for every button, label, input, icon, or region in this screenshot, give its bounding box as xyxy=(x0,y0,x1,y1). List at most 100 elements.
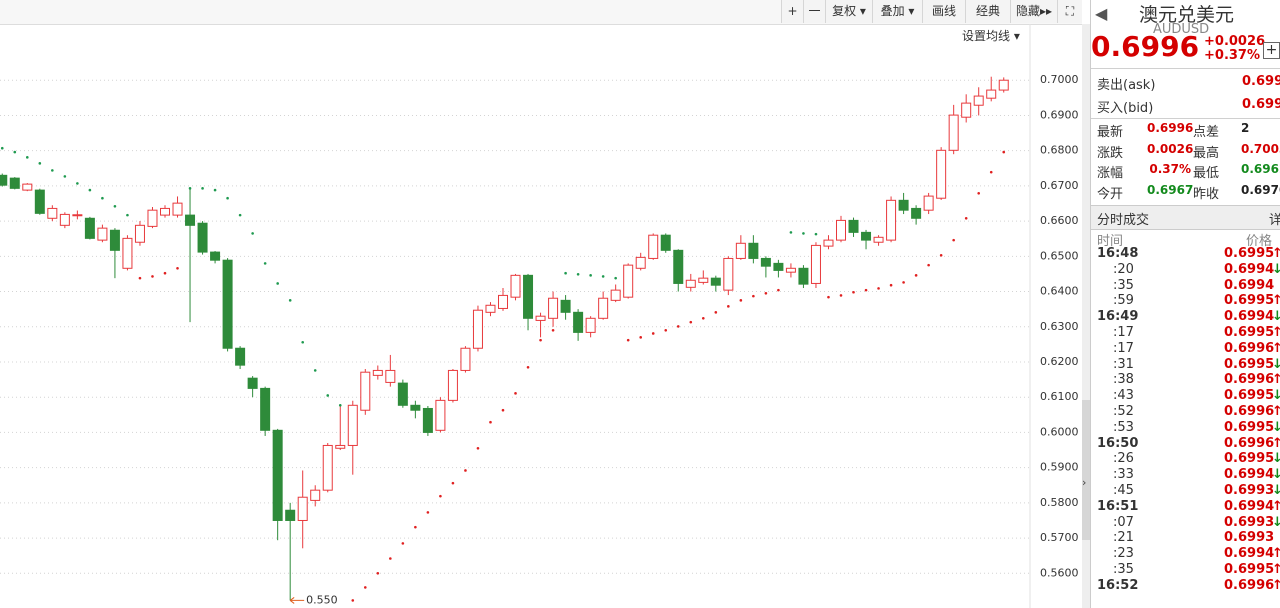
trade-time: :20 xyxy=(1113,261,1134,277)
y-tick-label: 0.7000 xyxy=(1040,73,1079,86)
trade-price: 0.6993 xyxy=(1224,530,1275,546)
instrument-symbol: AUDUSD xyxy=(1153,22,1210,37)
trade-direction: ↓ xyxy=(1272,483,1280,498)
candle-body xyxy=(197,222,208,253)
ask-label: 卖出(ask) xyxy=(1097,78,1156,93)
stat-label: 昨收 xyxy=(1193,186,1220,202)
sar-dot xyxy=(38,162,42,165)
sar-dot xyxy=(501,408,505,412)
sar-dot xyxy=(88,188,92,192)
zoom-out-button[interactable]: 一 xyxy=(803,0,825,23)
candle-body xyxy=(573,311,584,333)
y-tick-label: 0.6500 xyxy=(1040,249,1079,262)
stat-label: 点差 xyxy=(1193,125,1220,140)
trade-direction: ↓ xyxy=(1272,388,1280,403)
trade-time: 16:51 xyxy=(1097,498,1139,514)
sar-dot xyxy=(626,338,630,342)
trade-direction: ↑ xyxy=(1272,562,1280,577)
candle-body xyxy=(986,89,997,99)
trade-direction: ↑ xyxy=(1272,293,1280,308)
candle-body xyxy=(998,79,1009,91)
y-tick-label: 0.6200 xyxy=(1040,355,1079,368)
trade-time: 16:49 xyxy=(1097,309,1139,325)
y-tick-label: 0.6100 xyxy=(1040,390,1079,403)
candle-body xyxy=(47,207,58,219)
candle-body xyxy=(310,489,321,501)
candle-body xyxy=(623,264,634,298)
time-header: 时间 xyxy=(1097,234,1124,249)
sar-dot xyxy=(939,253,943,257)
candle-body xyxy=(322,444,333,491)
scroll-thumb[interactable] xyxy=(1082,400,1090,540)
collapse-arrow[interactable]: › xyxy=(1082,476,1087,489)
draw-button[interactable]: 画线 xyxy=(922,0,965,23)
sar-dot xyxy=(489,420,492,424)
trade-direction: ↑ xyxy=(1272,325,1280,340)
sar-dot xyxy=(614,276,617,280)
trade-direction: ↑ xyxy=(1272,436,1280,451)
trade-time: :45 xyxy=(1113,483,1134,498)
hide-button[interactable]: 隐藏▸▸ xyxy=(1010,0,1057,23)
trade-price: 0.6994 xyxy=(1224,498,1275,514)
candle-body xyxy=(97,227,108,241)
sar-dot xyxy=(426,511,430,514)
trade-price: 0.6995 xyxy=(1224,388,1275,404)
trades-title: 分时成交 xyxy=(1097,213,1150,228)
trades-more[interactable]: 详 xyxy=(1269,209,1280,228)
sar-dot xyxy=(877,287,880,290)
trade-direction: ↑ xyxy=(1272,372,1280,387)
stat-value: 2 xyxy=(1241,121,1250,135)
add-button[interactable]: + xyxy=(1263,42,1280,59)
button-text: 隐藏 xyxy=(1015,4,1040,18)
sar-dot xyxy=(977,191,981,195)
trade-time: :31 xyxy=(1113,356,1134,372)
candle-body xyxy=(134,224,145,243)
trade-time: 16:50 xyxy=(1097,435,1139,451)
trade-time: :07 xyxy=(1113,514,1134,530)
trade-price: 0.6996 xyxy=(1224,404,1275,419)
candle-body xyxy=(447,369,458,401)
classic-button[interactable]: 经典 xyxy=(965,0,1010,23)
sar-dot xyxy=(476,446,480,450)
sar-dot xyxy=(226,196,229,200)
candle-body xyxy=(109,229,120,251)
candle-body xyxy=(760,257,771,267)
toolbar: + 一 复权 ▾ 叠加 ▾ 画线 经典 隐藏▸▸ ⛶ xyxy=(0,0,1082,25)
fullscreen-button[interactable]: ⛶ xyxy=(1057,0,1082,23)
sar-dot xyxy=(213,188,217,192)
trade-direction: ↓ xyxy=(1272,262,1280,277)
sar-dot xyxy=(639,336,643,339)
candle-body xyxy=(673,249,684,284)
y-tick-label: 0.5900 xyxy=(1040,461,1079,474)
candle-body xyxy=(510,274,521,298)
trade-direction: ↓ xyxy=(1272,451,1280,466)
candle-body xyxy=(773,262,784,271)
trade-price: 0.6994 xyxy=(1224,261,1275,277)
trade-time: :26 xyxy=(1113,451,1134,467)
adjust-button[interactable]: 复权 ▾ xyxy=(825,0,872,23)
sar-dot xyxy=(589,274,592,277)
trade-time: 16:52 xyxy=(1097,577,1139,593)
sar-dot xyxy=(276,282,279,285)
back-button[interactable]: ◀ xyxy=(1095,4,1108,23)
candle-body xyxy=(810,244,821,284)
candle-body xyxy=(360,371,371,411)
ma-setting[interactable]: 设置均线 ▾ xyxy=(962,29,1020,43)
sar-dot xyxy=(63,175,67,178)
y-tick-label: 0.6700 xyxy=(1040,179,1079,192)
candle-body xyxy=(598,297,609,319)
candle-body xyxy=(72,214,83,217)
candle-body xyxy=(372,369,383,376)
trade-price: 0.6993 xyxy=(1224,514,1275,530)
candle-body xyxy=(498,294,508,309)
candle-body xyxy=(848,219,859,233)
zoom-in-button[interactable]: + xyxy=(781,0,803,23)
trade-price: 0.6995 xyxy=(1224,562,1275,577)
sar-dot xyxy=(163,271,167,275)
overlay-button[interactable]: 叠加 ▾ xyxy=(872,0,922,23)
candle-body xyxy=(723,257,734,291)
candle-body xyxy=(798,267,809,285)
scroll-strip: › xyxy=(1082,24,1090,608)
candle-body xyxy=(22,183,33,191)
